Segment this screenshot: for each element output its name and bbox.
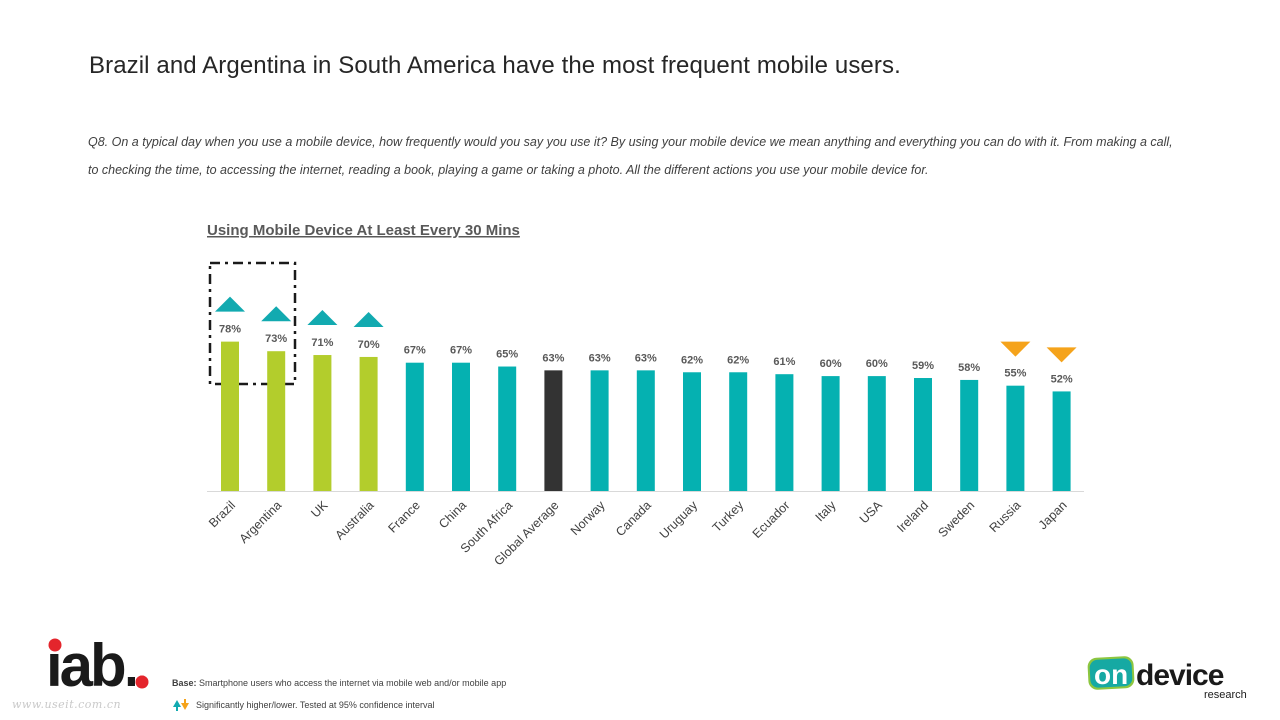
data-label: 61%: [773, 356, 795, 368]
x-tick-label: France: [386, 498, 423, 535]
x-tick-label: Canada: [613, 498, 654, 539]
highlight-box: [208, 261, 297, 386]
iab-logo: iab.: [46, 636, 149, 692]
x-tick-label: Norway: [568, 498, 608, 538]
x-tick-label: China: [436, 498, 469, 531]
base-footnote: Base: Smartphone users who access the in…: [172, 678, 506, 688]
bar-south-africa: [498, 366, 517, 491]
data-label: 73%: [265, 333, 287, 345]
data-label: 60%: [820, 358, 842, 370]
x-tick-label: Uruguay: [657, 498, 701, 542]
bar-ireland: [914, 378, 932, 491]
survey-question: Q8. On a typical day when you use a mobi…: [88, 135, 1173, 177]
bar-russia: [1006, 385, 1025, 491]
significance-up-marker: [353, 311, 384, 327]
x-tick-label: Ireland: [894, 498, 931, 535]
watermark: www.useit.com.cn: [12, 698, 122, 711]
x-tick-label: Australia: [332, 498, 376, 542]
bar-france: [405, 362, 424, 491]
x-tick-label: Ecuador: [750, 498, 793, 541]
data-label: 63%: [635, 352, 657, 364]
page-title: Brazil and Argentina in South America ha…: [89, 52, 901, 79]
data-label: 78%: [219, 324, 241, 336]
bar-uk: [313, 355, 332, 491]
bar-brazil: [221, 341, 239, 491]
base-label: Base:: [172, 678, 197, 688]
x-tick-label: Italy: [813, 498, 840, 525]
significance-up-marker: [261, 306, 292, 322]
bar-sweden: [960, 379, 979, 491]
ondevice-logo-word2: device: [1136, 659, 1224, 692]
bar-australia: [359, 356, 378, 491]
x-tick-label: USA: [857, 498, 886, 527]
iab-logo-text: iab.: [46, 636, 137, 692]
data-label: 58%: [958, 362, 980, 374]
chart-title: Using Mobile Device At Least Every 30 Mi…: [207, 222, 520, 239]
data-label: 55%: [1004, 368, 1026, 380]
data-label: 71%: [311, 337, 333, 349]
data-label: 63%: [589, 352, 611, 364]
x-tick-label: Russia: [987, 498, 1024, 535]
bar-uruguay: [683, 372, 701, 491]
data-label: 59%: [912, 360, 934, 372]
x-tick-label: UK: [308, 498, 331, 521]
chart-svg: Using Mobile Device At Least Every 30 Mi…: [206, 222, 1084, 568]
bar-norway: [590, 370, 609, 491]
bar-global-average: [544, 370, 563, 491]
x-tick-label: Sweden: [935, 498, 977, 540]
significance-down-marker: [1046, 347, 1077, 363]
ondevice-logo-word3: research: [1204, 689, 1247, 701]
data-label: 52%: [1051, 373, 1073, 385]
bar-turkey: [729, 372, 748, 491]
data-label: 62%: [681, 354, 703, 366]
data-label: 62%: [727, 354, 749, 366]
data-label: 63%: [542, 352, 564, 364]
bar-japan: [1052, 391, 1071, 491]
bar-ecuador: [775, 374, 794, 491]
bar-argentina: [267, 351, 286, 491]
bar-usa: [867, 376, 886, 491]
bar-canada: [636, 370, 655, 491]
data-label: 67%: [404, 345, 426, 357]
x-tick-label: Japan: [1036, 498, 1070, 532]
x-tick-label: Brazil: [206, 498, 238, 530]
ondevice-logo: on device research: [1087, 656, 1247, 701]
bar-china: [452, 362, 470, 491]
x-tick-label: Turkey: [710, 498, 747, 535]
ondevice-logo-word1: on: [1094, 659, 1128, 690]
significance-text: Significantly higher/lower. Tested at 95…: [196, 700, 435, 710]
base-text: Smartphone users who access the internet…: [199, 678, 507, 688]
significance-legend-icon: [173, 699, 189, 711]
data-label: 65%: [496, 349, 518, 361]
data-label: 67%: [450, 345, 472, 357]
significance-footnote: Significantly higher/lower. Tested at 95…: [172, 699, 434, 711]
data-label: 60%: [866, 358, 888, 370]
significance-up-marker: [307, 310, 338, 326]
x-tick-label: Argentina: [237, 498, 285, 546]
significance-up-marker: [215, 296, 245, 312]
data-label: 70%: [358, 339, 380, 351]
bar-italy: [821, 376, 840, 491]
significance-down-marker: [1000, 341, 1031, 357]
